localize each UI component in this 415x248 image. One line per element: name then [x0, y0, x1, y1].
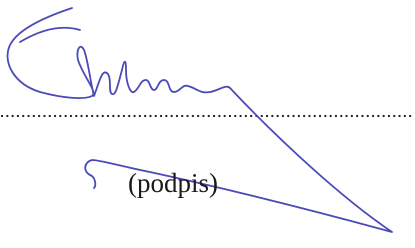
document-art	[0, 0, 415, 248]
page: (podpis) (() => { const data = JSON.pars…	[0, 0, 415, 248]
signature-label: (podpis)	[128, 168, 218, 199]
